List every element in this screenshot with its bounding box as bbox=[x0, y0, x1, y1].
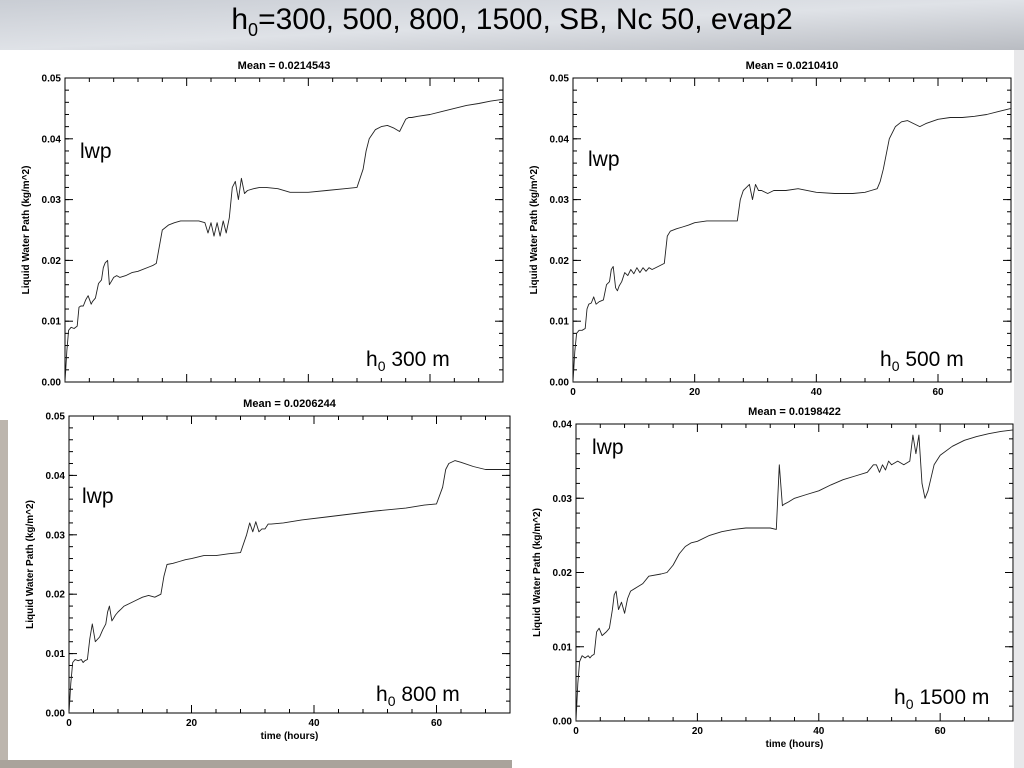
lwp-chart-h0-500: Mean = 0.0210410 Liquid Water Path (kg/m^… bbox=[529, 60, 1012, 398]
x-tick-label: 40 bbox=[811, 387, 823, 398]
chart-panel-h0-1500: Mean = 0.0198422 Liquid Water Path (kg/m^… bbox=[518, 398, 1014, 768]
y-tick-label: 0.05 bbox=[550, 74, 570, 85]
y-tick-label: 0.03 bbox=[42, 195, 62, 206]
y-tick-label: 0.02 bbox=[42, 256, 62, 267]
altitude-label-value: 500 m bbox=[899, 348, 963, 371]
y-tick-label: 0.05 bbox=[42, 74, 62, 85]
lwp-label: lwp bbox=[80, 140, 112, 163]
lwp-label: lwp bbox=[82, 485, 114, 508]
y-tick-label: 0.04 bbox=[42, 134, 62, 145]
altitude-label-subscript: 0 bbox=[892, 358, 900, 374]
altitude-label-h: h bbox=[366, 348, 378, 371]
slide-title: h0=300, 500, 800, 1500, SB, Nc 50, evap2 bbox=[0, 0, 1024, 50]
altitude-label: h0 500 m bbox=[880, 348, 964, 374]
y-tick-label: 0.00 bbox=[42, 378, 62, 389]
y-tick-label: 0.02 bbox=[46, 590, 66, 601]
x-tick-label: 40 bbox=[813, 726, 825, 737]
y-tick-label: 0.00 bbox=[550, 378, 570, 389]
y-tick-label: 0.04 bbox=[553, 420, 573, 431]
x-tick-label: 60 bbox=[932, 387, 944, 398]
altitude-label-h: h bbox=[894, 686, 906, 709]
lwp-series-line bbox=[64, 98, 504, 383]
chart-title: Mean = 0.0210410 bbox=[746, 60, 839, 72]
y-tick-label: 0.03 bbox=[553, 494, 573, 505]
chart-panel-h0-800: Mean = 0.0206244 Liquid Water Path (kg/m^… bbox=[8, 388, 512, 760]
y-tick-label: 0.01 bbox=[553, 642, 573, 653]
lwp-series-line bbox=[575, 429, 1014, 722]
y-tick-label: 0.03 bbox=[550, 195, 570, 206]
chart-title: Mean = 0.0198422 bbox=[748, 406, 841, 418]
y-tick-label: 0.01 bbox=[550, 317, 570, 328]
altitude-label-subscript: 0 bbox=[906, 696, 914, 712]
lwp-label: lwp bbox=[592, 436, 624, 459]
lwp-series-line bbox=[68, 460, 510, 714]
x-tick-label: 20 bbox=[692, 726, 704, 737]
lwp-label: lwp bbox=[588, 148, 620, 171]
chart-panel-h0-300: Mean = 0.0214543 Liquid Water Path (kg/m^… bbox=[10, 50, 510, 388]
x-tick-label: 0 bbox=[573, 726, 579, 737]
x-tick-label: 20 bbox=[689, 387, 701, 398]
altitude-label: h0 300 m bbox=[366, 348, 450, 374]
altitude-label-subscript: 0 bbox=[388, 693, 396, 709]
y-tick-label: 0.01 bbox=[42, 317, 62, 328]
chart-title: Mean = 0.0214543 bbox=[238, 60, 331, 72]
x-tick-label: 0 bbox=[570, 387, 576, 398]
altitude-label-h: h bbox=[376, 683, 388, 706]
y-tick-label: 0.02 bbox=[553, 568, 573, 579]
plot-frame bbox=[64, 77, 504, 383]
y-tick-label: 0.00 bbox=[553, 717, 573, 728]
x-tick-label: 60 bbox=[431, 718, 443, 729]
x-tick-label: 0 bbox=[66, 718, 72, 729]
y-tick-label: 0.04 bbox=[46, 471, 66, 482]
lwp-chart-h0-1500: Mean = 0.0198422 Liquid Water Path (kg/m^… bbox=[532, 406, 1014, 750]
chart-title: Mean = 0.0206244 bbox=[243, 398, 337, 410]
lwp-chart-h0-800: Mean = 0.0206244 Liquid Water Path (kg/m^… bbox=[25, 398, 511, 742]
plot-frame bbox=[575, 423, 1014, 722]
x-tick-label: 40 bbox=[308, 718, 320, 729]
y-tick-label: 0.03 bbox=[46, 530, 66, 541]
altitude-label-value: 1500 m bbox=[913, 686, 989, 709]
y-axis-label: Liquid Water Path (kg/m^2) bbox=[529, 166, 540, 295]
plot-frame bbox=[68, 415, 511, 714]
lwp-series-line bbox=[572, 107, 1012, 383]
y-tick-label: 0.00 bbox=[46, 709, 66, 720]
y-tick-label: 0.04 bbox=[550, 134, 570, 145]
y-tick-label: 0.05 bbox=[46, 412, 66, 423]
lwp-chart-h0-300: Mean = 0.0214543 Liquid Water Path (kg/m^… bbox=[21, 60, 504, 389]
x-axis-label: time (hours) bbox=[261, 731, 319, 742]
plot-frame bbox=[572, 77, 1012, 383]
y-axis-label: Liquid Water Path (kg/m^2) bbox=[21, 166, 32, 295]
y-axis-label: Liquid Water Path (kg/m^2) bbox=[532, 508, 543, 637]
altitude-label-value: 300 m bbox=[385, 348, 449, 371]
x-axis-label: time (hours) bbox=[766, 739, 824, 750]
y-tick-label: 0.02 bbox=[550, 256, 570, 267]
chart-panel-h0-500: Mean = 0.0210410 Liquid Water Path (kg/m^… bbox=[518, 50, 1014, 398]
altitude-label-value: 800 m bbox=[395, 683, 459, 706]
altitude-label-subscript: 0 bbox=[378, 358, 386, 374]
altitude-label: h0 800 m bbox=[376, 683, 460, 709]
y-axis-label: Liquid Water Path (kg/m^2) bbox=[25, 500, 36, 629]
x-tick-label: 20 bbox=[186, 718, 198, 729]
altitude-label-h: h bbox=[880, 348, 892, 371]
y-tick-label: 0.01 bbox=[46, 649, 66, 660]
x-tick-label: 60 bbox=[935, 726, 947, 737]
title-rest: =300, 500, 800, 1500, SB, Nc 50, evap2 bbox=[258, 3, 793, 36]
title-h: h bbox=[231, 3, 249, 36]
altitude-label: h0 1500 m bbox=[894, 686, 989, 712]
title-subscript: 0 bbox=[248, 20, 259, 40]
